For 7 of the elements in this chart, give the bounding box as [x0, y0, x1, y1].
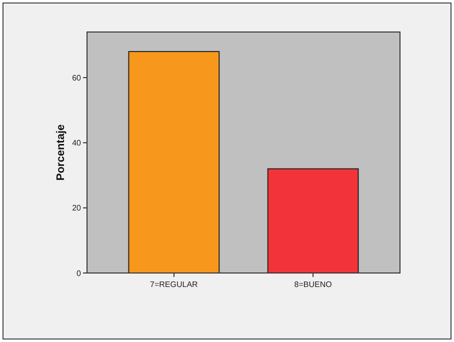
x-tick-label: 7=REGULAR: [150, 280, 198, 289]
y-tick-label: 0: [76, 268, 82, 278]
x-tick-label: 8=BUENO: [294, 280, 332, 289]
y-tick-label: 20: [72, 204, 82, 213]
y-tick-label: 60: [72, 73, 82, 82]
y-tick-label: 40: [72, 138, 82, 148]
y-axis-title: Porcentaje: [55, 124, 67, 181]
